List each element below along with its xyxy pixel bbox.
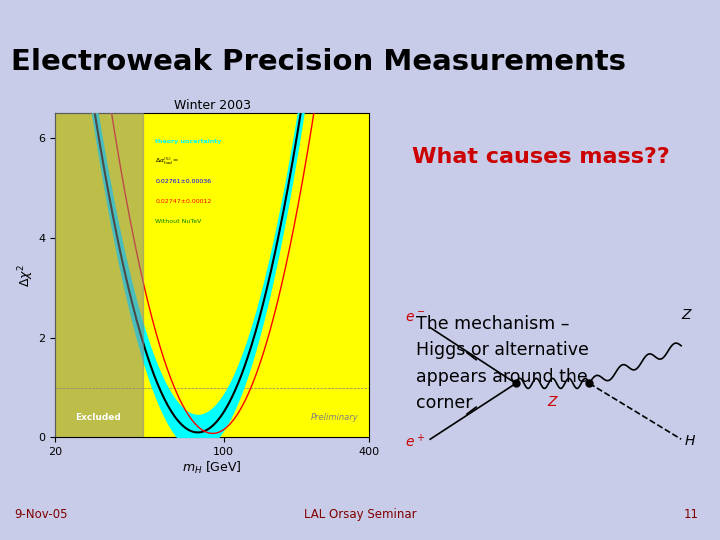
Text: 0.02747±0.00012: 0.02747±0.00012 <box>156 199 212 204</box>
Text: $Z$: $Z$ <box>681 308 693 322</box>
Text: LAL Orsay Seminar: LAL Orsay Seminar <box>304 508 416 521</box>
Text: 0.02761±0.00036: 0.02761±0.00036 <box>156 179 212 184</box>
Text: What causes mass??: What causes mass?? <box>412 147 670 167</box>
Text: 9-Nov-05: 9-Nov-05 <box>14 508 68 521</box>
Text: The mechanism –
Higgs or alternative
appears around the
corner: The mechanism – Higgs or alternative app… <box>415 315 589 412</box>
Text: Electroweak Precision Measurements: Electroweak Precision Measurements <box>11 48 626 76</box>
Text: $\Delta\alpha_{had}^{(5)}=$: $\Delta\alpha_{had}^{(5)}=$ <box>156 156 180 167</box>
Text: $H$: $H$ <box>684 434 696 448</box>
Text: Preliminary: Preliminary <box>311 413 359 422</box>
Text: 11: 11 <box>683 508 698 521</box>
X-axis label: $m_H$ [GeV]: $m_H$ [GeV] <box>182 460 242 476</box>
Text: $e^+$: $e^+$ <box>405 433 425 450</box>
Title: Winter 2003: Winter 2003 <box>174 99 251 112</box>
Text: Excluded: Excluded <box>75 413 121 422</box>
Y-axis label: $\Delta\chi^2$: $\Delta\chi^2$ <box>17 264 36 287</box>
Bar <box>55 113 143 437</box>
Text: $Z$: $Z$ <box>546 395 559 409</box>
Text: $e^-$: $e^-$ <box>405 311 425 325</box>
Text: theory uncertainty: theory uncertainty <box>156 139 222 144</box>
Text: Without NuTeV: Without NuTeV <box>156 219 202 224</box>
Bar <box>55 113 369 437</box>
